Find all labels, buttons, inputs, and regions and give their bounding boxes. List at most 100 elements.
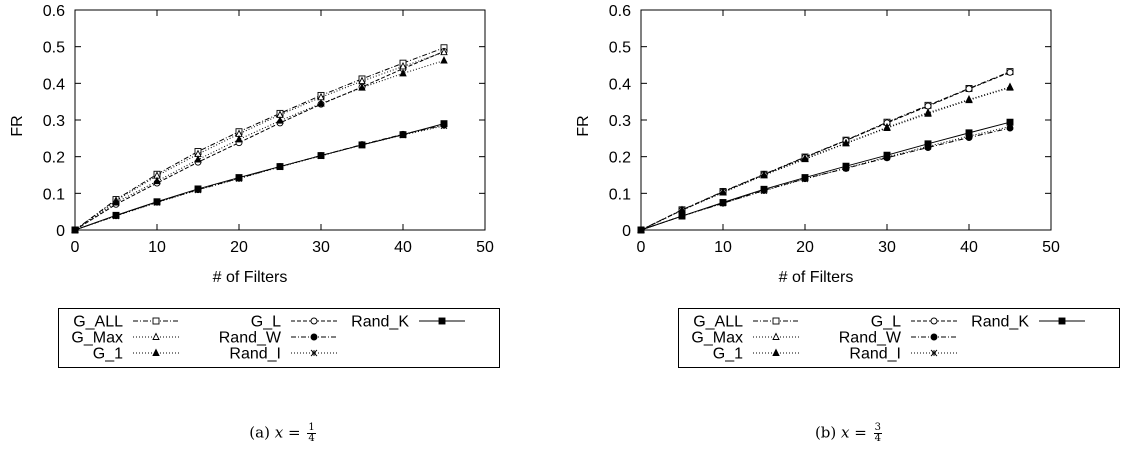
data-point: [719, 188, 727, 196]
legend-b-entries: G_ALL G_L Rand_K G_Max Rand_W G_1 Rand_I: [691, 314, 1085, 363]
legend-b: G_ALL G_L Rand_K G_Max Rand_W G_1 Rand_I: [678, 308, 1120, 368]
series-line: [74, 123, 445, 231]
legend-label: Rand_W: [219, 330, 282, 347]
data-point: [1006, 83, 1014, 91]
series-line: [74, 125, 445, 231]
data-point: [440, 56, 448, 64]
legend-entry: Rand_K: [351, 314, 465, 331]
legend-a: G_ALL G_L Rand_K G_Max Rand_W G_1 Rand_I: [58, 308, 500, 368]
series-line: [640, 121, 1011, 231]
legend-label: G_ALL: [73, 314, 123, 331]
legend-swatch-marker: [152, 348, 160, 356]
legend-swatch-marker: [772, 348, 780, 356]
legend-label: G_Max: [71, 330, 123, 347]
series-line: [640, 87, 1011, 231]
data-point: [153, 176, 161, 185]
data-point: [760, 187, 768, 195]
legend-swatch-marker: [772, 332, 780, 340]
legend-label: G_1: [713, 346, 743, 363]
legend-entry: G_L: [871, 314, 957, 331]
x-tick-label: 20: [796, 239, 814, 256]
series-rand-i: [637, 123, 1014, 234]
legend-swatch-marker: [930, 333, 938, 341]
data-point: [71, 226, 79, 234]
caption-a: (a) x = 1 4: [249, 422, 316, 444]
data-point: [399, 68, 407, 77]
data-point: [194, 155, 202, 163]
data-point: [440, 122, 448, 130]
data-point: [842, 164, 850, 172]
y-tick-label: 0.2: [609, 150, 631, 167]
data-point: [358, 141, 366, 149]
y-tick-label: 0.5: [609, 40, 631, 57]
caption-a-variable: x: [274, 423, 284, 442]
series-line: [74, 124, 445, 231]
caption-b-label: (b): [814, 423, 837, 442]
y-tick-label: 0.4: [43, 76, 65, 93]
data-point: [842, 138, 850, 147]
series-rand-w: [637, 124, 1014, 234]
caption-a-fraction: 1 4: [307, 422, 316, 444]
data-point: [1006, 123, 1014, 130]
data-point: [276, 116, 284, 124]
legend-entry: G_ALL: [73, 314, 179, 331]
caption-a-numerator: 1: [307, 422, 316, 434]
series-rand-k: [637, 118, 1014, 234]
x-tick-label: 40: [960, 239, 978, 256]
series-line: [74, 47, 445, 231]
x-tick-label: 50: [476, 239, 494, 256]
y-axis-label: FR: [575, 115, 592, 136]
y-tick-label: 0.2: [43, 150, 65, 167]
data-point: [399, 131, 407, 139]
legend-swatch-marker: [930, 349, 938, 357]
caption-b: (b) x = 3 4: [814, 422, 883, 444]
series-rand-i: [71, 122, 448, 234]
series-g-all: [71, 44, 448, 234]
legend-label: Rand_K: [971, 314, 1029, 331]
data-point: [1006, 68, 1014, 76]
series-rand-w: [71, 121, 448, 234]
legend-entry: Rand_W: [219, 330, 337, 347]
legend-label: Rand_I: [849, 346, 901, 363]
data-point: [637, 226, 645, 234]
legend-a-entries: G_ALL G_L Rand_K G_Max Rand_W G_1 Rand_I: [71, 314, 465, 363]
x-tick-label: 30: [878, 239, 896, 256]
legend-label: G_L: [871, 314, 901, 331]
data-point: [112, 197, 120, 206]
y-axis-label: FR: [9, 115, 26, 136]
caption-b-denominator: 4: [874, 433, 882, 444]
legend-entry: Rand_W: [839, 330, 957, 347]
series-g-1: [71, 56, 448, 233]
legend-swatch-marker: [438, 317, 446, 325]
data-point: [924, 143, 932, 150]
series-line: [74, 60, 445, 231]
x-axis-label: # of Filters: [213, 269, 288, 286]
series-line: [640, 71, 1011, 231]
data-point: [678, 212, 686, 220]
chart-panel-a: 0 0.1 0.2 0.3 0.4 0.5 0.6 0 10 20 30 40 50 # of Filte…: [0, 0, 565, 455]
legend-swatch-marker: [310, 317, 318, 325]
legend-entry: G_L: [251, 314, 337, 331]
legend-swatch-marker: [152, 332, 160, 340]
series-g-max: [637, 82, 1014, 233]
data-point: [965, 132, 973, 140]
x-tick-label: 0: [637, 239, 646, 256]
series-line: [74, 50, 445, 231]
data-point: [112, 212, 120, 220]
series-g-max: [71, 47, 448, 233]
caption-b-fraction: 3 4: [873, 423, 883, 444]
x-tick-label: 30: [312, 239, 330, 256]
data-point: [194, 186, 202, 194]
legend-swatch-marker: [310, 349, 318, 357]
series-g-all: [637, 68, 1014, 234]
legend-swatch-marker: [930, 317, 938, 325]
x-axis-label: # of Filters: [779, 269, 854, 286]
series-g-1: [637, 83, 1014, 233]
data-point: [883, 123, 891, 132]
x-tick-label: 50: [1042, 239, 1060, 256]
legend-swatch-marker: [310, 333, 318, 341]
legend-label: Rand_I: [229, 346, 281, 363]
y-tick-label: 0.5: [43, 40, 65, 57]
data-point: [317, 98, 325, 107]
data-point: [965, 85, 973, 93]
